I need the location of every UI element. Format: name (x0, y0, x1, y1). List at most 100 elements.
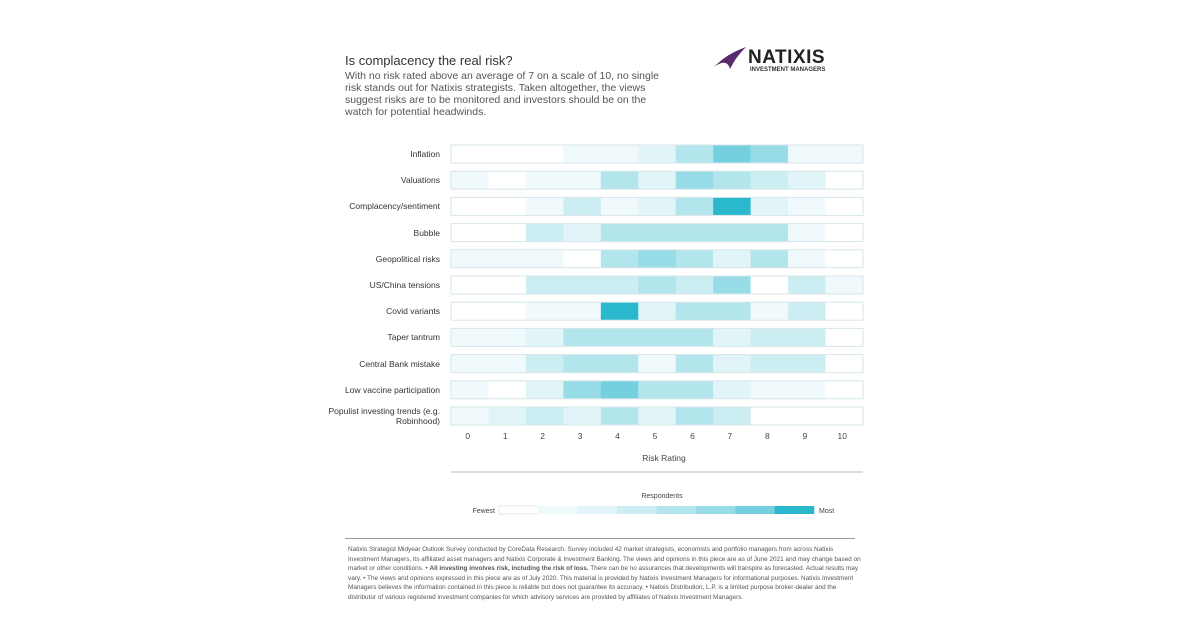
heat-cell (525, 302, 564, 321)
heat-cell (563, 249, 602, 268)
heat-cell (451, 354, 489, 373)
heat-cell (451, 328, 489, 347)
footer-text: There can be no assurances that developm… (348, 565, 859, 601)
heat-cell (488, 380, 527, 399)
legend-swatch (735, 506, 775, 514)
row-label: Taper tantrum (387, 332, 440, 343)
logo-tagline: INVESTMENT MANAGERS (750, 67, 826, 73)
heat-cell (600, 328, 639, 347)
heat-cell (638, 223, 677, 242)
heat-cell (488, 223, 527, 242)
row-label: Populist investing trends (e.g. Robinhoo… (328, 406, 440, 426)
divider (345, 538, 855, 539)
heat-cell (525, 223, 564, 242)
heat-cell (525, 249, 564, 268)
heat-cell (451, 249, 489, 268)
heat-cell (750, 407, 789, 425)
heat-cell (488, 197, 527, 216)
heat-cell (488, 302, 527, 321)
heat-cell (675, 380, 714, 399)
row-label: Covid variants (386, 306, 440, 317)
footer-bold: All investing involves risk, including t… (429, 565, 589, 572)
heat-cell (750, 249, 789, 268)
heat-cell (488, 328, 527, 347)
heatmap: 0 1 2 3 4 5 6 7 8 9 10 Risk Rating Respondents Fewest… (450, 144, 864, 515)
heat-cell (713, 249, 751, 268)
row-outline (450, 327, 864, 347)
heat-cell (788, 171, 826, 190)
heat-cell (451, 276, 489, 294)
heat-cell (525, 276, 564, 294)
legend-swatch (656, 506, 697, 514)
heat-cell (713, 145, 751, 163)
heat-cell (825, 354, 864, 373)
x-tick-label: 3 (578, 431, 583, 441)
row-outline (450, 249, 864, 269)
legend-swatch (538, 506, 579, 514)
logo-name: NATIXIS (748, 47, 826, 68)
row-outline (450, 275, 864, 295)
row-outline (450, 406, 864, 426)
heat-cell (525, 328, 564, 347)
heat-cell (675, 328, 714, 347)
logo-mark (714, 47, 746, 69)
row-outline (450, 354, 864, 374)
heat-cell (713, 328, 751, 347)
heat-cell (488, 171, 527, 190)
heat-cell (713, 276, 751, 294)
heat-cell (750, 197, 789, 216)
heat-cell (713, 380, 751, 399)
x-tick-label: 7 (728, 431, 733, 441)
heat-cell (563, 276, 602, 294)
heat-cell (713, 197, 751, 216)
row-outline (450, 170, 864, 190)
heat-cell (638, 380, 677, 399)
heat-cell (638, 171, 677, 190)
heat-cell (788, 407, 826, 425)
heat-cell (713, 171, 751, 190)
heat-cell (638, 302, 677, 321)
heat-cell (563, 145, 602, 163)
heat-cell (825, 276, 864, 294)
heat-cell (675, 223, 714, 242)
x-tick-label: 8 (765, 431, 770, 441)
heat-cell (638, 407, 677, 425)
heat-cell (750, 354, 789, 373)
heat-cell (600, 380, 639, 399)
heat-cell (525, 171, 564, 190)
heat-cell (488, 145, 527, 163)
heat-cell (825, 145, 864, 163)
x-tick-label: 4 (615, 431, 620, 441)
heat-cell (451, 380, 489, 399)
heat-cell (488, 354, 527, 373)
heat-cell (788, 145, 826, 163)
x-tick-label: 9 (802, 431, 807, 441)
heat-cell (525, 354, 564, 373)
heat-cell (563, 328, 602, 347)
row-outline (450, 144, 864, 164)
row-label: Low vaccine participation (345, 384, 440, 395)
heat-cell (788, 197, 826, 216)
footer: Natixis Strategist Midyear Outlook Surve… (348, 545, 863, 602)
heat-cell (638, 276, 677, 294)
heat-cell (675, 145, 714, 163)
heat-cell (451, 223, 489, 242)
heat-cell (600, 145, 639, 163)
legend-swatch (617, 506, 657, 514)
heat-cell (525, 407, 564, 425)
heat-cell (675, 197, 714, 216)
heat-cell (825, 380, 864, 399)
heat-cell (563, 171, 602, 190)
row-label: Bubble (413, 227, 440, 238)
heat-cell (563, 407, 602, 425)
heat-cell (713, 407, 751, 425)
heat-cell (750, 223, 789, 242)
heat-cell (675, 407, 714, 425)
heat-cell (525, 197, 564, 216)
x-tick-label: 6 (690, 431, 695, 441)
x-tick-label: 10 (838, 431, 848, 441)
heat-cell (451, 145, 489, 163)
heat-cell (600, 197, 639, 216)
heat-cell (451, 197, 489, 216)
